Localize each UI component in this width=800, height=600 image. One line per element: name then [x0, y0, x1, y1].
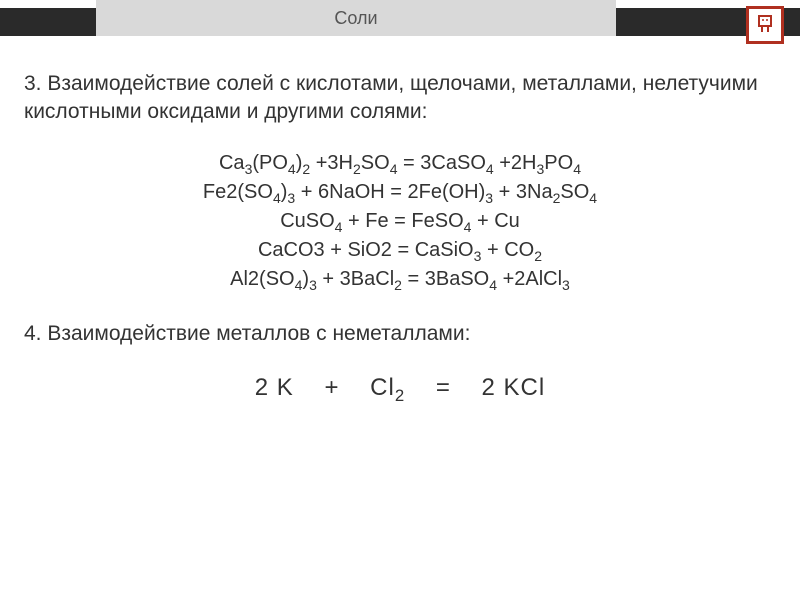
equation-line: 2 K + Cl2 = 2 KCl [255, 374, 545, 401]
logo-icon [746, 6, 784, 44]
slide-title-badge: Соли [96, 0, 616, 36]
slide-title: Соли [334, 8, 377, 29]
equation-line: CaCO3 + SiO2 = CaSiO3 + CO2 [24, 236, 776, 265]
equation-line: Al2(SO4)3 + 3BaCl2 = 3BaSO4 +2AlCl3 [24, 265, 776, 294]
section-3-text: 3. Взаимодействие солей с кислотами, щел… [24, 70, 776, 127]
slide-content: 3. Взаимодействие солей с кислотами, щел… [24, 70, 776, 402]
equation-line: CuSO4 + Fe = FeSO4 + Cu [24, 207, 776, 236]
equation-line: Fe2(SO4)3 + 6NaOH = 2Fe(OH)3 + 3Na2SO4 [24, 178, 776, 207]
section-4-text: 4. Взаимодействие металлов с неметаллами… [24, 320, 776, 348]
equations-block-1: Ca3(PO4)2 +3H2SO4 = 3CaSO4 +2H3PO4 Fe2(S… [24, 149, 776, 294]
equations-block-2: 2 K + Cl2 = 2 KCl [24, 374, 776, 402]
equation-line: Ca3(PO4)2 +3H2SO4 = 3CaSO4 +2H3PO4 [24, 149, 776, 178]
